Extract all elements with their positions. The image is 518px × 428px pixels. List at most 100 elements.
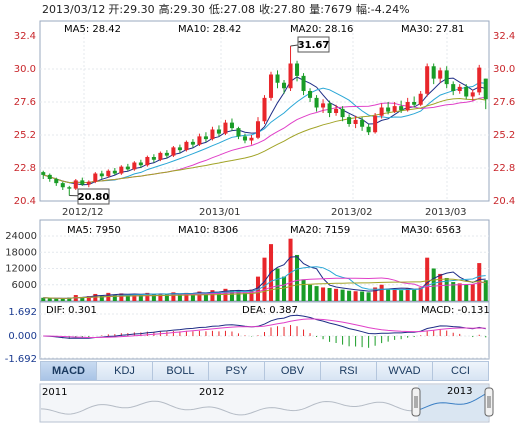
candle	[399, 100, 404, 113]
macd-lines	[43, 314, 486, 339]
volume-bar	[431, 268, 436, 301]
navigator-selection[interactable]	[418, 385, 488, 421]
volume-bar	[216, 292, 221, 301]
navigator-year-2011: 2011	[42, 387, 67, 398]
candle-body	[444, 70, 449, 85]
candle	[483, 78, 488, 110]
candle-body	[80, 180, 85, 185]
volume-bar	[451, 282, 456, 301]
candle	[392, 102, 397, 113]
volume-bar	[262, 257, 267, 301]
candle-body	[197, 136, 202, 145]
candle-body	[431, 66, 436, 79]
candle	[86, 180, 91, 188]
volume-tick: 12000	[5, 264, 37, 275]
candle	[314, 95, 319, 112]
candle-body	[412, 102, 417, 105]
volume-bar	[301, 279, 306, 301]
candle	[229, 118, 234, 131]
candle-body	[386, 107, 391, 112]
candle	[301, 73, 306, 96]
price-tick-right: 22.8	[493, 163, 515, 174]
volume-tick: 6000	[12, 280, 37, 291]
volume-bar	[54, 298, 59, 301]
volume-bar	[171, 292, 176, 301]
candle-body	[373, 115, 378, 133]
candle	[177, 144, 182, 153]
volume-bar	[327, 288, 332, 301]
candle	[366, 124, 371, 135]
candle-body	[216, 129, 221, 134]
navigator-right-handle[interactable]	[484, 387, 494, 417]
tab-rsi[interactable]: RSI	[321, 362, 377, 380]
candle-body	[171, 147, 176, 156]
volume-bar	[60, 298, 65, 301]
candle-body	[47, 174, 52, 179]
volume-bar	[360, 291, 365, 301]
macd-legend: MACD: -0.131	[421, 305, 490, 316]
price-ma20-legend: MA20: 28.16	[290, 24, 353, 35]
price-tick-left: 32.4	[14, 31, 36, 42]
volume-bar	[457, 283, 462, 301]
date-tick-label: 2013/02	[331, 207, 373, 218]
candle-body	[477, 67, 482, 93]
indicator-tabs: MACD KDJ BOLL PSY OBV RSI WVAD CCI	[40, 361, 489, 381]
candle-body	[275, 74, 280, 83]
dif-legend: DIF: 0.301	[46, 305, 97, 316]
tab-kdj[interactable]: KDJ	[97, 362, 153, 380]
candle-body	[112, 170, 117, 174]
tab-cci[interactable]: CCI	[451, 365, 470, 377]
candle	[438, 67, 443, 83]
candle-body	[262, 97, 267, 122]
candle	[125, 163, 130, 171]
tab-wvad[interactable]: WVAD	[377, 362, 433, 380]
candle	[288, 46, 293, 91]
volume-bar	[295, 254, 300, 301]
candle-body	[483, 78, 488, 100]
volume-bar	[197, 291, 202, 301]
dea-legend: DEA: 0.387	[242, 305, 298, 316]
price-axis-right: 32.4 30.0 27.6 25.2 22.8 20.4	[493, 31, 515, 207]
volume-bar	[470, 284, 475, 301]
min-price-callout: 20.80	[69, 188, 110, 205]
volume-bar	[184, 292, 189, 301]
navigator-left-handle[interactable]	[411, 387, 421, 417]
tab-boll[interactable]: BOLL	[153, 362, 209, 380]
volume-bar	[249, 289, 254, 301]
candle	[405, 97, 410, 112]
max-price-label: 31.67	[298, 40, 330, 51]
volume-bar	[177, 293, 182, 301]
price-tick-left: 22.8	[14, 163, 36, 174]
candle-body	[236, 128, 241, 137]
candle-body	[360, 119, 365, 127]
date-tick-label: 2012/12	[62, 207, 104, 218]
volume-bar	[275, 268, 280, 301]
volume-bar	[236, 290, 241, 301]
macd-panel	[39, 301, 490, 360]
candle-body	[41, 172, 46, 175]
candle-body	[151, 157, 156, 160]
navigator-history-line	[40, 400, 417, 416]
volume-bar	[438, 273, 443, 301]
tab-macd[interactable]: MACD	[41, 362, 97, 380]
volume-bar	[86, 296, 91, 301]
candle	[425, 63, 430, 97]
candle	[431, 63, 436, 85]
candle	[223, 119, 228, 135]
volume-bar	[80, 296, 85, 301]
candle	[112, 168, 117, 175]
price-ma30-line	[43, 97, 486, 184]
candle-body	[470, 92, 475, 97]
candle	[340, 106, 345, 122]
candle-body	[255, 121, 261, 138]
volume-tick: 18000	[5, 247, 37, 258]
candle	[138, 159, 143, 168]
tab-obv[interactable]: OBV	[265, 362, 321, 380]
candle	[236, 126, 241, 140]
tab-psy[interactable]: PSY	[209, 362, 265, 380]
volume-bar	[444, 277, 449, 301]
candle	[197, 133, 202, 146]
candle	[47, 173, 52, 182]
candle	[99, 170, 104, 179]
volume-bar	[483, 280, 488, 301]
